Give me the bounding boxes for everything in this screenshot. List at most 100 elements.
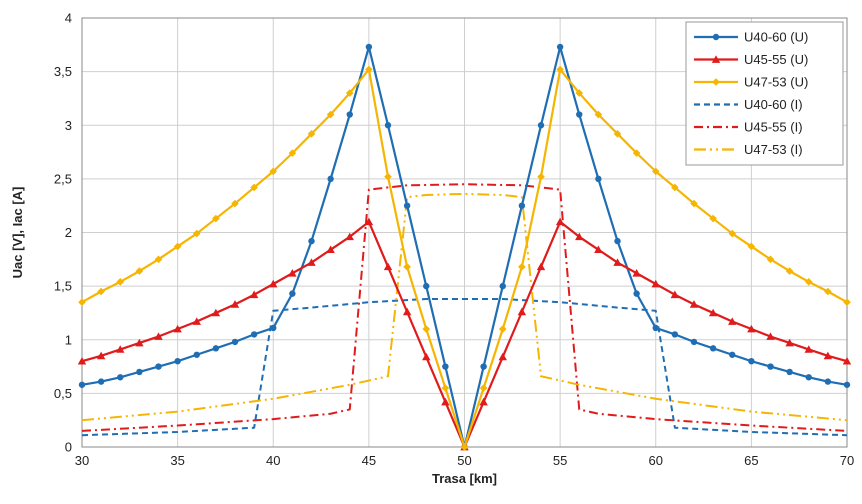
data-point bbox=[671, 183, 679, 192]
data-point bbox=[633, 290, 640, 297]
data-point bbox=[174, 358, 181, 365]
series-u40-60-i bbox=[81, 298, 848, 437]
data-point bbox=[154, 255, 163, 264]
data-point bbox=[384, 172, 392, 181]
data-point bbox=[289, 290, 296, 297]
data-point bbox=[78, 298, 86, 307]
data-point bbox=[709, 345, 717, 352]
data-point bbox=[651, 279, 660, 288]
data-point bbox=[231, 338, 239, 346]
data-point bbox=[804, 345, 813, 353]
data-point bbox=[307, 130, 316, 138]
data-point bbox=[270, 324, 277, 332]
data-point bbox=[269, 279, 278, 288]
x-tick-label: 65 bbox=[744, 453, 758, 468]
data-point bbox=[212, 214, 220, 223]
data-point bbox=[824, 287, 832, 296]
data-point bbox=[423, 282, 430, 290]
data-point bbox=[231, 199, 239, 208]
data-point bbox=[843, 298, 851, 307]
data-point bbox=[193, 351, 200, 358]
data-point bbox=[288, 269, 297, 277]
data-point bbox=[422, 352, 431, 361]
legend-label: U47-53 (U) bbox=[744, 75, 808, 90]
legend-label: U47-53 (I) bbox=[744, 142, 803, 157]
data-point bbox=[192, 317, 201, 325]
y-tick-label: 1,5 bbox=[54, 279, 72, 294]
data-point bbox=[613, 258, 622, 266]
data-point bbox=[97, 378, 105, 385]
data-point bbox=[575, 232, 584, 241]
data-point bbox=[269, 167, 278, 176]
data-point bbox=[670, 290, 680, 299]
data-point bbox=[690, 338, 698, 346]
data-point bbox=[651, 167, 660, 176]
series-u47-53-i bbox=[81, 192, 848, 422]
data-point bbox=[594, 245, 603, 254]
data-point bbox=[422, 325, 431, 333]
data-point bbox=[288, 149, 297, 157]
x-tick-label: 70 bbox=[840, 453, 854, 468]
data-point bbox=[709, 214, 717, 223]
series-u45-55-u bbox=[77, 217, 852, 451]
data-point bbox=[403, 263, 411, 271]
data-point bbox=[116, 345, 125, 353]
data-point bbox=[671, 331, 679, 338]
data-point bbox=[173, 324, 182, 333]
data-point bbox=[690, 199, 698, 208]
legend-entry: U47-53 (U) bbox=[694, 75, 808, 90]
x-tick-label: 30 bbox=[75, 453, 89, 468]
data-point bbox=[249, 290, 259, 299]
y-tick-label: 4 bbox=[65, 11, 72, 26]
data-point bbox=[766, 332, 775, 340]
data-point bbox=[97, 287, 105, 296]
legend-entry: U45-55 (I) bbox=[694, 120, 803, 135]
data-point bbox=[77, 357, 87, 365]
data-point bbox=[499, 282, 506, 290]
data-point bbox=[804, 278, 813, 286]
data-point bbox=[117, 374, 124, 381]
data-point bbox=[78, 381, 86, 388]
data-point bbox=[135, 267, 144, 275]
data-point bbox=[346, 111, 353, 118]
data-point bbox=[326, 245, 335, 254]
x-tick-label: 60 bbox=[649, 453, 663, 468]
data-point bbox=[212, 345, 220, 352]
data-point bbox=[537, 172, 545, 181]
data-point bbox=[116, 278, 125, 286]
data-point bbox=[383, 262, 393, 271]
legend-label: U40-60 (U) bbox=[744, 30, 808, 45]
data-point bbox=[537, 122, 545, 129]
legend-entry: U40-60 (U) bbox=[694, 30, 808, 45]
data-point bbox=[192, 229, 201, 238]
data-point bbox=[402, 307, 412, 316]
legend-entry: U45-55 (U) bbox=[694, 52, 808, 67]
data-point bbox=[632, 269, 641, 277]
data-point bbox=[326, 110, 335, 119]
data-point bbox=[805, 374, 812, 381]
data-point bbox=[364, 217, 374, 226]
y-tick-label: 2,5 bbox=[54, 171, 72, 186]
data-point bbox=[842, 357, 852, 365]
series-line bbox=[81, 192, 848, 422]
y-tick-label: 0,5 bbox=[54, 386, 72, 401]
x-tick-label: 35 bbox=[170, 453, 184, 468]
data-point bbox=[442, 363, 449, 370]
data-point bbox=[613, 130, 622, 138]
data-point bbox=[136, 368, 143, 376]
legend: U40-60 (U) U45-55 (U) U47-53 (U) U40-60 (I)… bbox=[685, 21, 844, 166]
data-point bbox=[556, 43, 564, 51]
data-point bbox=[785, 267, 794, 275]
data-point bbox=[823, 351, 833, 360]
data-point bbox=[711, 55, 721, 63]
data-point bbox=[517, 307, 527, 316]
data-point bbox=[729, 351, 736, 358]
data-point bbox=[384, 122, 392, 129]
series-u47-53-u bbox=[78, 65, 851, 451]
data-point bbox=[594, 110, 603, 119]
series-layer bbox=[77, 43, 852, 451]
data-point bbox=[327, 175, 334, 183]
data-point bbox=[652, 324, 659, 332]
y-tick-label: 1 bbox=[65, 332, 72, 347]
series-u45-55-i bbox=[81, 183, 848, 432]
